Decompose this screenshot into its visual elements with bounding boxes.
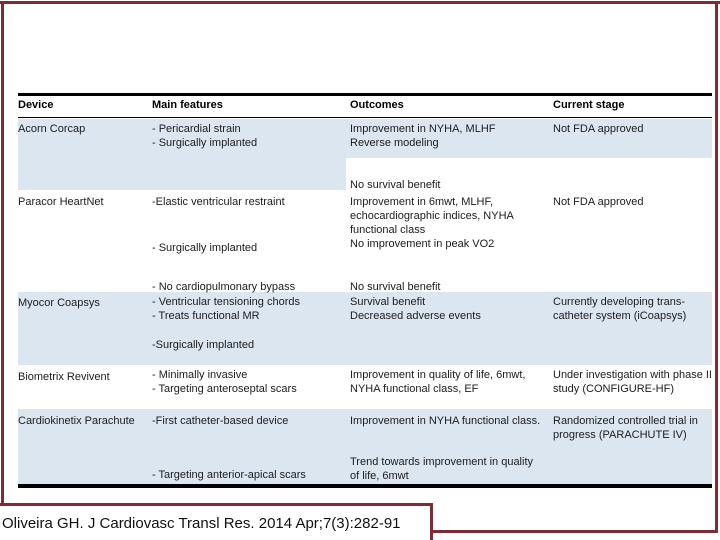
slide-frame-top — [0, 1, 720, 4]
row-cardiokinetix-device: Cardiokinetix Parachute — [18, 415, 135, 427]
header-underline — [18, 117, 712, 118]
row-myocor-features-b: -Surgically implanted — [152, 339, 255, 351]
row-band-acorn-right — [346, 119, 712, 158]
row-myocor-device: Myocor Coapsys — [18, 297, 100, 309]
row-paracor-features-c: - No cardiopulmonary bypass — [152, 281, 296, 293]
row-acorn-outcomes: Improvement in NYHA, MLHF Reverse modeli… — [350, 123, 496, 149]
row-cardiokinetix-features-b: - Targeting anterior-apical scars — [152, 469, 306, 481]
row-myocor-outcomes: Survival benefit Decreased adverse event… — [350, 296, 481, 322]
table-top-border — [18, 93, 712, 96]
row-paracor-outcomes-extra: No survival benefit — [350, 281, 441, 293]
col-header-device: Device — [18, 99, 54, 111]
row-paracor-outcomes: Improvement in 6mwt, MLHF, echocardiogra… — [350, 196, 514, 250]
row-paracor-device: Paracor HeartNet — [18, 196, 104, 208]
row-paracor-features-b: - Surgically implanted — [152, 242, 258, 254]
citation-box: Oliveira GH. J Cardiovasc Transl Res. 20… — [0, 503, 433, 540]
row-acorn-device: Acorn Corcap — [18, 123, 86, 135]
slide-frame-left — [1, 1, 4, 505]
table-bottom-border — [18, 484, 712, 488]
row-myocor-stage: Currently developing trans- catheter sys… — [553, 296, 687, 322]
row-biometrix-stage: Under investigation with phase II study … — [553, 369, 712, 395]
row-biometrix-outcomes: Improvement in quality of life, 6mwt, NY… — [350, 369, 526, 395]
row-acorn-outcomes-extra: No survival benefit — [350, 179, 441, 191]
slide-frame-right — [715, 1, 718, 533]
row-cardiokinetix-features: -First catheter-based device — [152, 415, 289, 427]
row-biometrix-features: - Minimally invasive - Targeting anteros… — [152, 369, 297, 395]
col-header-stage: Current stage — [553, 99, 625, 111]
col-header-features: Main features — [152, 99, 223, 111]
citation-text: Oliveira GH. J Cardiovasc Transl Res. 20… — [2, 515, 401, 532]
row-biometrix-device: Biometrix Revivent — [18, 371, 110, 383]
row-band-myocor — [18, 292, 712, 365]
row-cardiokinetix-outcomes: Improvement in NYHA functional class. — [350, 415, 541, 427]
row-band-acorn-left — [18, 119, 346, 190]
row-band-cardiokinetix — [18, 409, 712, 484]
slide-frame-bottom — [428, 530, 718, 533]
row-acorn-features: - Pericardial strain - Surgically implan… — [152, 123, 258, 149]
row-cardiokinetix-stage: Randomized controlled trial in progress … — [553, 415, 698, 441]
row-cardiokinetix-outcomes-extra: Trend towards improvement in quality of … — [350, 456, 534, 482]
col-header-outcomes: Outcomes — [350, 99, 404, 111]
row-myocor-features: - Ventricular tensioning chords - Treats… — [152, 296, 300, 322]
row-acorn-stage: Not FDA approved — [553, 123, 644, 135]
row-paracor-stage: Not FDA approved — [553, 196, 644, 208]
row-paracor-features: -Elastic ventricular restraint — [152, 196, 285, 208]
